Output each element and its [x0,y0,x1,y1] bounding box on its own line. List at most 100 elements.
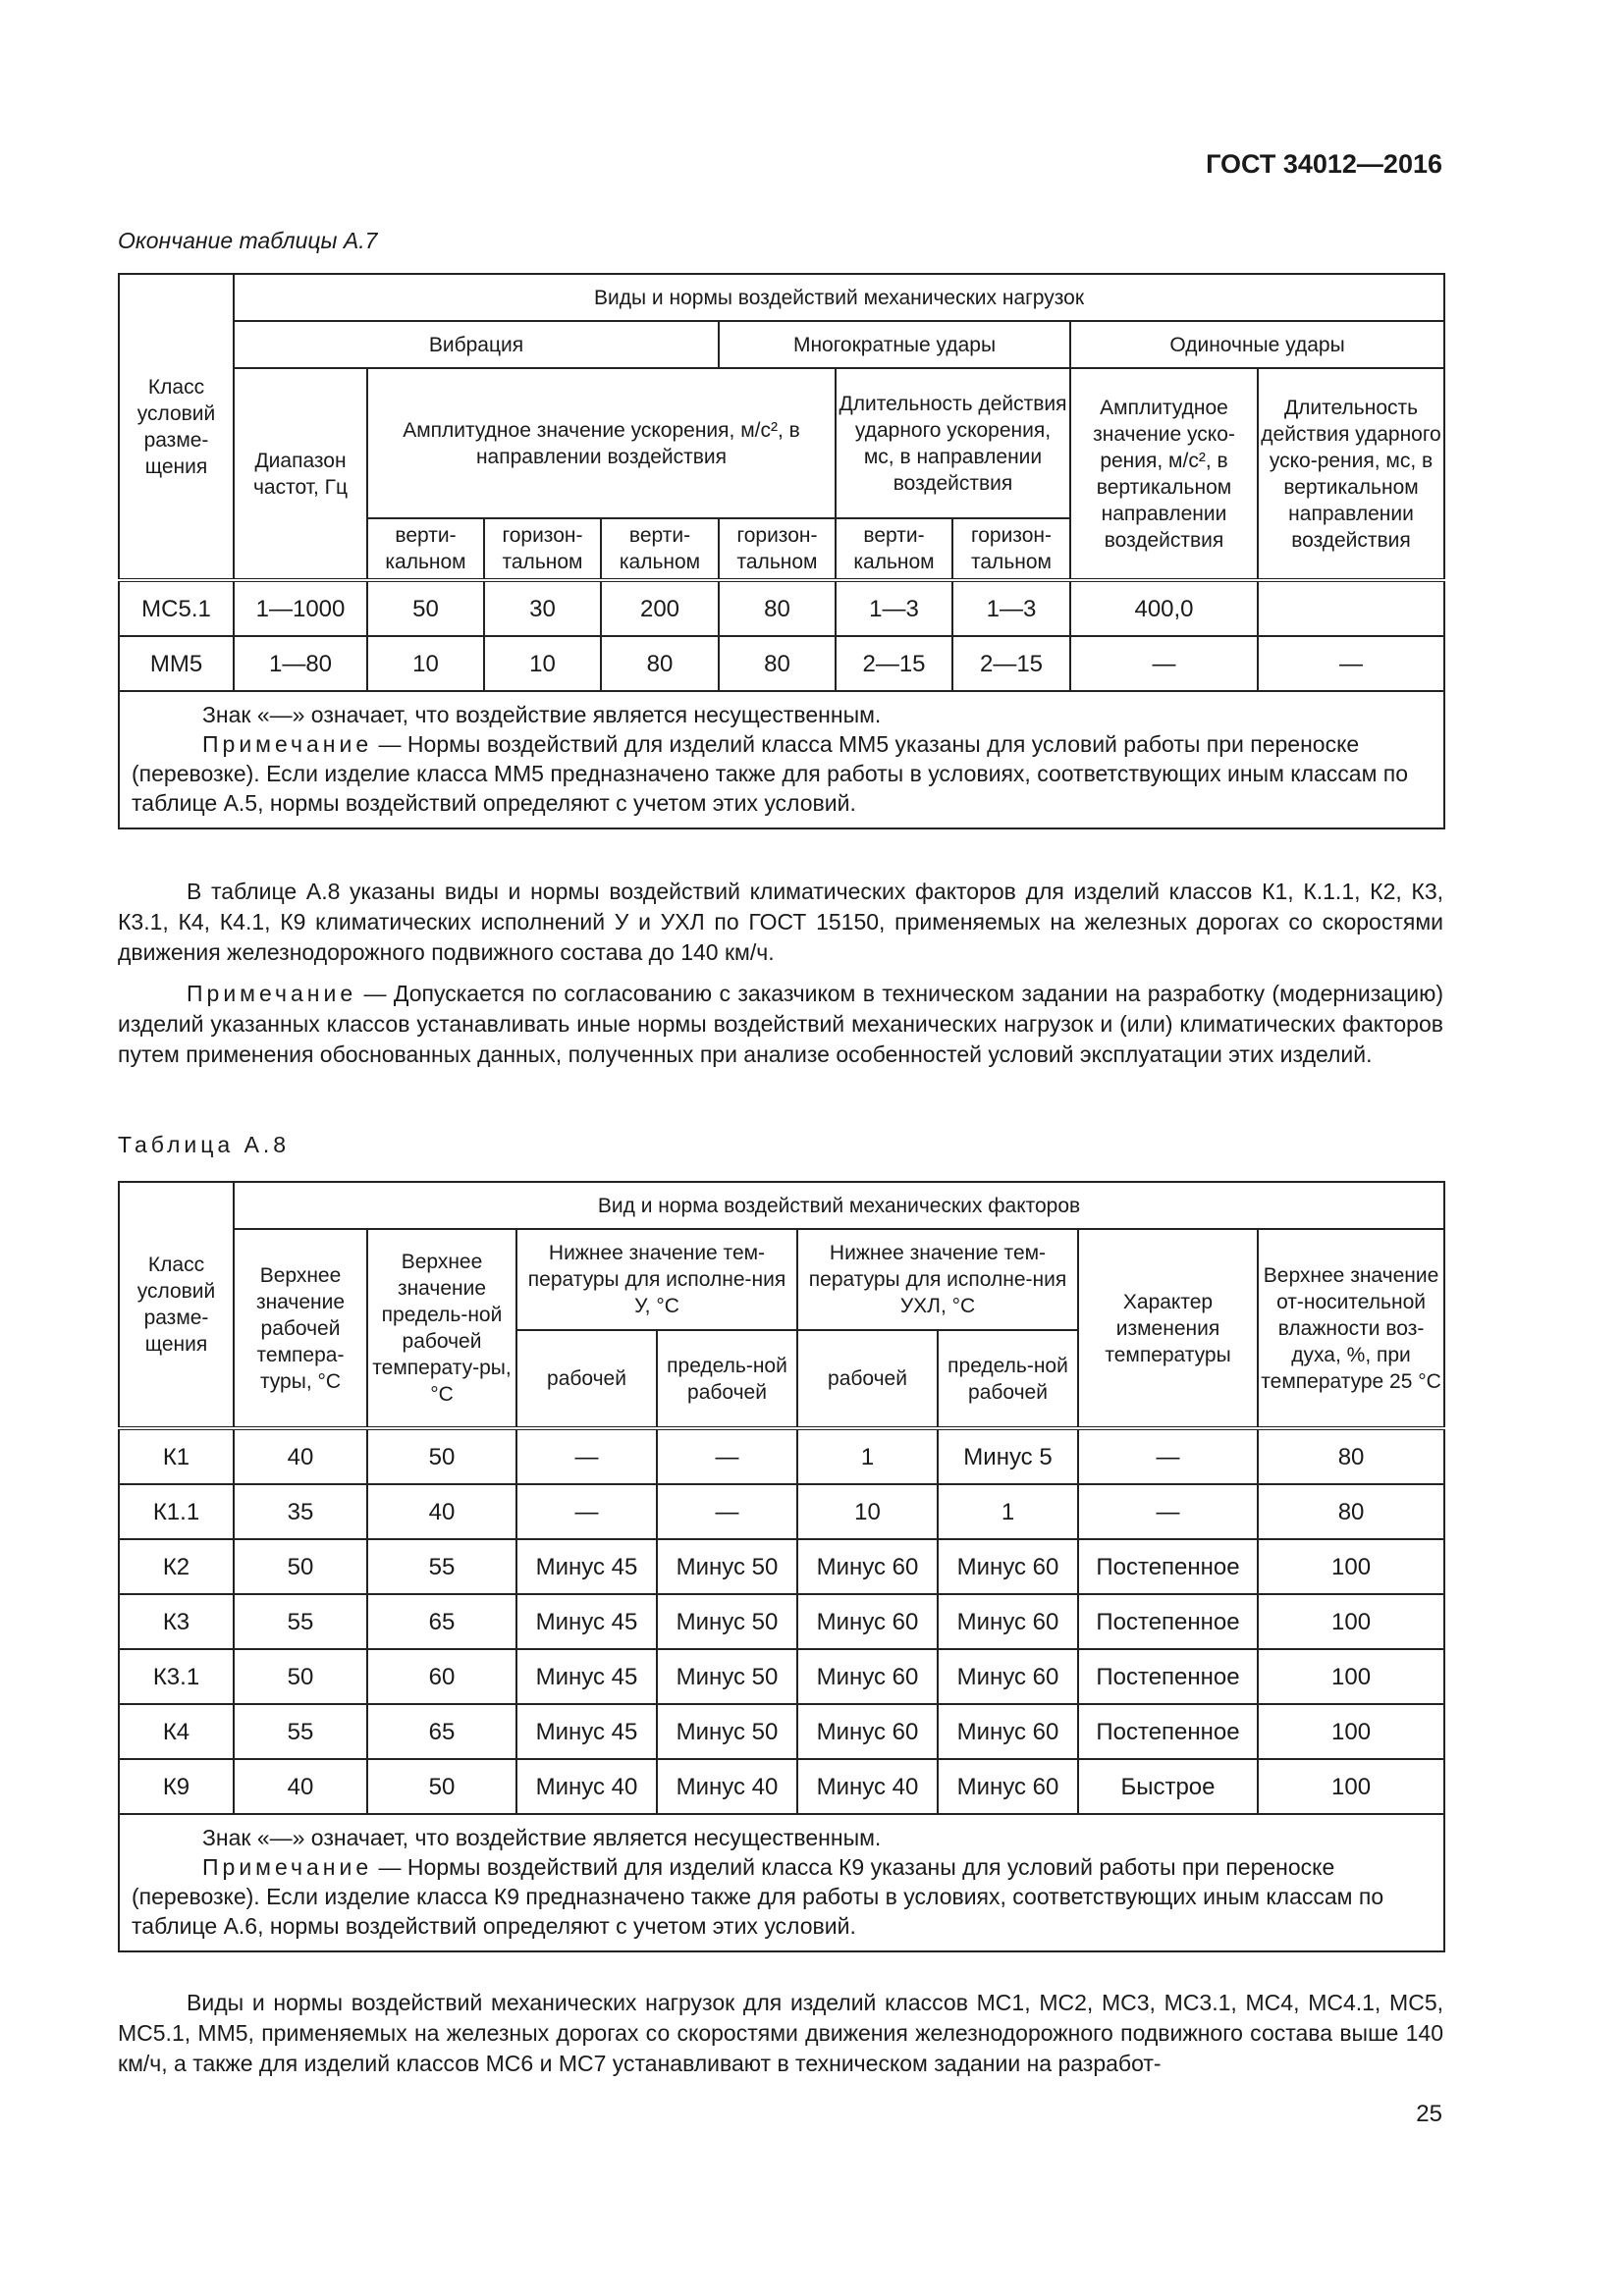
page-number: 25 [1416,2101,1442,2127]
table-a7-notes: Знак «—» означает, что воздействие являе… [117,690,1446,829]
table-a7-caption: Окончание таблицы А.7 [118,228,378,253]
table-row: МС5.1 1—1000 50 30 200 80 1—3 1—3 400,0 [118,579,1446,637]
table-row: К3 55 65 Минус 45 Минус 50 Минус 60 Минус 60 По… [118,1593,1446,1650]
header-upper-work: Верхнее значение рабочей темпера-туры, °… [233,1228,368,1429]
table-cell: 100 [1256,1648,1446,1705]
table-cell: 100 [1256,1538,1446,1595]
table-cell: — [1077,1427,1259,1485]
table-cell: 1—3 [951,579,1071,637]
header-multi: Многократные удары [718,320,1071,369]
paragraph-1: В таблице А.8 указаны виды и нормы возде… [118,879,1443,965]
table-a8-notes: Знак «—» означает, что воздействие являе… [117,1813,1446,1952]
table-cell: Минус 45 [515,1593,658,1650]
table-cell: 1—1000 [233,579,368,637]
table-cell: Постепенное [1077,1593,1259,1650]
header-humidity: Верхнее значение от-носительной влажност… [1256,1228,1446,1429]
table-cell: 1—3 [835,579,953,637]
table-cell: 55 [233,1593,368,1650]
note-text: — Нормы воздействий для изделий класса М… [132,731,1409,816]
table-row: К1 40 50— —1 Минус 5—80 [118,1427,1446,1485]
table-cell: Минус 45 [515,1703,658,1760]
table-cell: 60 [366,1648,517,1705]
table-cell: Минус 60 [796,1593,939,1650]
table-cell: Минус 40 [796,1758,939,1815]
header-top: Вид и норма воздействий механических фак… [232,1181,1446,1230]
table-row: К1.1 35 40— —10 1—80 [118,1483,1446,1540]
table-cell: — [656,1427,798,1485]
table-cell: Минус 60 [796,1703,939,1760]
table-cell: Минус 60 [937,1703,1079,1760]
table-cell: Минус 60 [937,1538,1079,1595]
table-cell: Минус 45 [515,1538,658,1595]
header-freq: Диапазон частот, Гц [233,367,368,581]
note-dash: Знак «—» означает, что воздействие являе… [202,1825,882,1850]
table-cell: 55 [233,1703,368,1760]
header-sub: рабочей [796,1329,939,1429]
header-single-dur: Длительность действия ударного уско-рени… [1256,367,1446,581]
header-sub: верти-кальном [366,517,485,581]
table-cell: 2—15 [951,635,1071,692]
header-sub: верти-кальном [600,517,720,581]
table-cell: 80 [718,579,837,637]
table-cell: Минус 50 [656,1538,798,1595]
table-cell: 1—80 [233,635,368,692]
table-cell: 65 [366,1703,517,1760]
header-class: Класс условий разме-щения [118,273,235,581]
table-cell: 80 [1256,1483,1446,1540]
table-row: К3.1 50 60 Минус 45 Минус 50 Минус 60 Минус 60… [118,1648,1446,1705]
header-single: Одиночные удары [1068,320,1446,369]
note-text: — Нормы воздействий для изделий класса К… [132,1854,1384,1939]
table-cell: Постепенное [1077,1538,1259,1595]
table-cell: Постепенное [1077,1703,1259,1760]
table-cell: 100 [1256,1593,1446,1650]
header-sub: верти-кальном [835,517,953,581]
table-cell: К3 [118,1593,235,1650]
table-cell: К1 [118,1427,235,1485]
table-cell: 80 [600,635,720,692]
table-cell: Минус 50 [656,1703,798,1760]
table-cell: 2—15 [835,635,953,692]
paragraph-note: Примечание — Допускается по согласованию… [118,981,1443,1067]
header-char: Характер изменения температуры [1077,1228,1259,1429]
table-cell: 80 [1256,1427,1446,1485]
table-cell: 10 [366,635,485,692]
document-header: ГОСТ 34012—2016 [1206,149,1442,179]
header-lower-u: Нижнее значение тем-пературы для исполне… [515,1228,798,1331]
table-row: К4 55 65 Минус 45 Минус 50 Минус 60 Минус 60 По… [118,1703,1446,1760]
header-lower-uhl: Нижнее значение тем-пературы для исполне… [796,1228,1079,1331]
table-cell: 50 [366,1758,517,1815]
note-label: Примечание [202,1854,373,1880]
table-a7: Класс условий разме-щения Виды и нормы во… [117,273,1446,829]
table-cell: 55 [366,1538,517,1595]
header-single-amp: Амплитудное значение уско-рения, м/с², в… [1069,367,1259,581]
header-sub: горизон-тальном [718,517,837,581]
table-cell: К9 [118,1758,235,1815]
header-class: Класс условий разме-щения [118,1181,235,1429]
header-sub: предель-ной рабочей [656,1329,798,1429]
table-cell: ММ5 [118,635,235,692]
header-sub: рабочей [515,1329,658,1429]
table-cell: Минус 40 [656,1758,798,1815]
table-cell: Минус 50 [656,1593,798,1650]
table-cell: 10 [483,635,602,692]
table-cell: 40 [233,1758,368,1815]
table-cell: К2 [118,1538,235,1595]
table-cell: К4 [118,1703,235,1760]
table-cell: 40 [233,1427,368,1485]
table-cell: 40 [366,1483,517,1540]
table-cell: 400,0 [1069,579,1259,637]
header-sub: горизон-тальном [951,517,1071,581]
table-cell: — [1256,635,1446,692]
table-row: ММ5 1—80 10 10 80 80 2—15 2—15— — [118,635,1446,692]
table-cell: Минус 60 [937,1593,1079,1650]
table-cell: 80 [718,635,837,692]
table-cell: Минус 60 [937,1648,1079,1705]
table-row: К2 50 55 Минус 45 Минус 50 Минус 60 Минус 60 По… [118,1538,1446,1595]
table-cell: 200 [600,579,720,637]
table-cell: 35 [233,1483,368,1540]
header-vibration: Вибрация [233,320,720,369]
table-cell [1256,579,1446,637]
table-cell: Быстрое [1077,1758,1259,1815]
table-cell: 50 [233,1648,368,1705]
